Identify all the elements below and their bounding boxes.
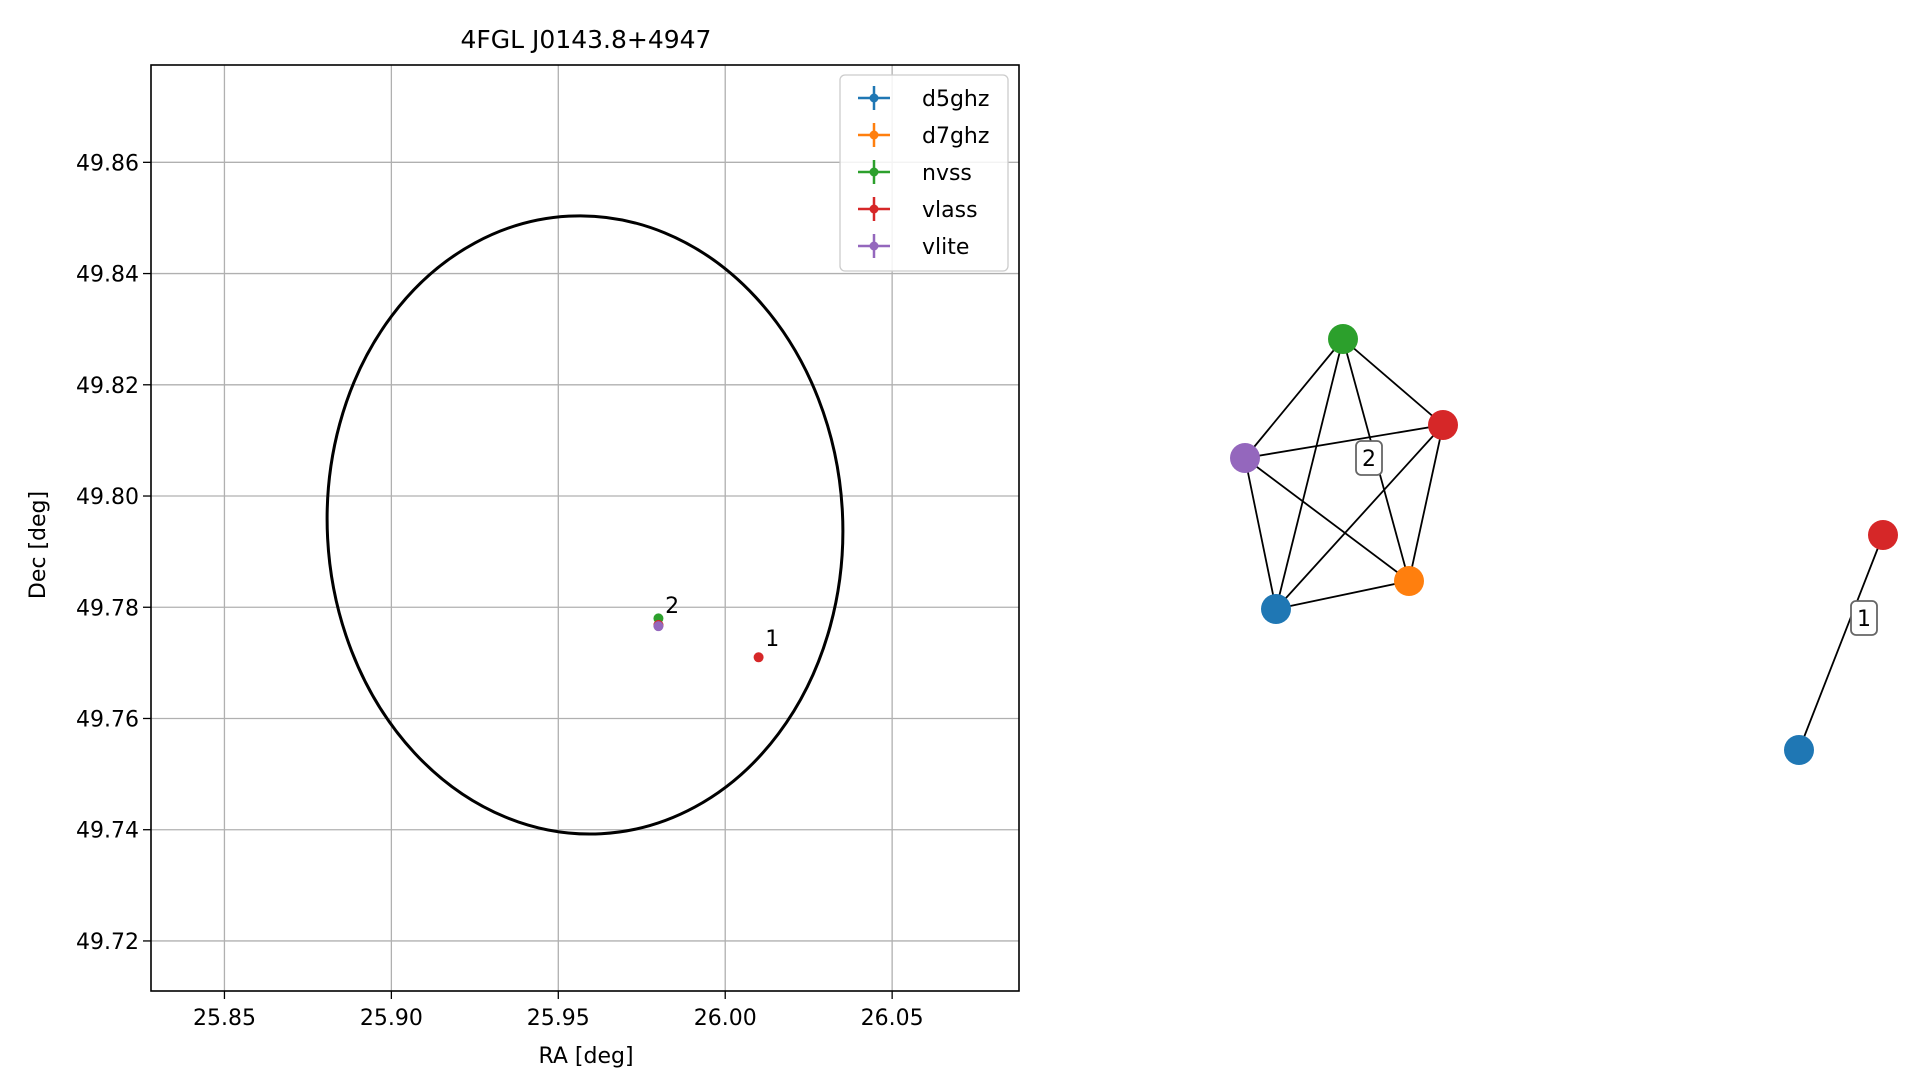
network-edge (1342, 338, 1444, 426)
group-label-box (1355, 440, 1383, 476)
x-tick-label: 25.95 (527, 1006, 590, 1031)
cluster-annotations: 21 (665, 594, 779, 652)
group-label: 1 (1857, 607, 1871, 632)
y-tick-label: 49.76 (76, 707, 139, 732)
network-node-d7ghz (1394, 566, 1424, 596)
group-label: 2 (1362, 447, 1376, 472)
data-point-vlite (653, 621, 664, 632)
x-tick-label: 25.90 (360, 1006, 423, 1031)
network-node-vlass (1428, 410, 1458, 440)
network-graph: 21 (1230, 324, 1898, 765)
y-tick-label: 49.84 (76, 263, 139, 288)
network-node-vlass (1868, 520, 1898, 550)
y-tick-label: 49.74 (76, 819, 139, 844)
network-node-d5ghz (1784, 735, 1814, 765)
localization-ellipse (325, 214, 845, 836)
network-node-nvss (1328, 324, 1358, 354)
network-edge (1244, 338, 1344, 459)
legend-label-vlass: vlass (922, 198, 978, 223)
legend-marker-nvss (869, 167, 879, 177)
chart-title: 4FGL J0143.8+4947 (461, 25, 712, 54)
y-tick-label: 49.86 (76, 151, 139, 176)
group-label-box (1850, 600, 1878, 636)
y-tick-label: 49.80 (76, 485, 139, 510)
source-points (653, 613, 764, 663)
network-edge (1244, 424, 1444, 459)
network-node-vlite (1230, 443, 1260, 473)
point-annotation: 1 (765, 627, 779, 652)
network-edge (1244, 457, 1277, 610)
network-edge (1798, 534, 1884, 751)
plot-frame (150, 64, 1020, 992)
x-axis-label: RA [deg] (538, 1044, 633, 1069)
y-tick-label: 49.82 (76, 374, 139, 399)
legend-marker-vlite (869, 241, 879, 251)
network-edge (1275, 424, 1444, 610)
y-tick-label: 49.78 (76, 596, 139, 621)
legend-marker-d5ghz (869, 93, 879, 103)
legend-marker-d7ghz (869, 130, 879, 140)
legend: d5ghz d7ghz nvss vlass vlite (839, 74, 1009, 272)
data-point-vlass (753, 652, 764, 663)
legend-label-d5ghz: d5ghz (922, 87, 989, 112)
network-edge (1408, 424, 1444, 582)
y-axis-label: Dec [deg] (26, 491, 51, 599)
point-annotation: 2 (665, 594, 679, 619)
x-tick-label: 25.85 (193, 1006, 256, 1031)
localization-ellipse-layer (325, 214, 845, 836)
legend-marker-vlass (869, 204, 879, 214)
axis-ticks: 25.85 25.90 25.95 26.00 26.05 49.72 49.74 49.76… (76, 151, 924, 1031)
legend-box (839, 74, 1009, 272)
network-node-d5ghz (1261, 594, 1291, 624)
y-tick-label: 49.72 (76, 930, 139, 955)
network-edge (1244, 457, 1410, 582)
x-tick-label: 26.00 (694, 1006, 757, 1031)
legend-label-vlite: vlite (922, 235, 969, 260)
network-edge (1275, 338, 1344, 610)
x-tick-label: 26.05 (861, 1006, 924, 1031)
network-edge (1275, 580, 1410, 610)
legend-label-d7ghz: d7ghz (922, 124, 989, 149)
legend-label-nvss: nvss (922, 161, 972, 186)
